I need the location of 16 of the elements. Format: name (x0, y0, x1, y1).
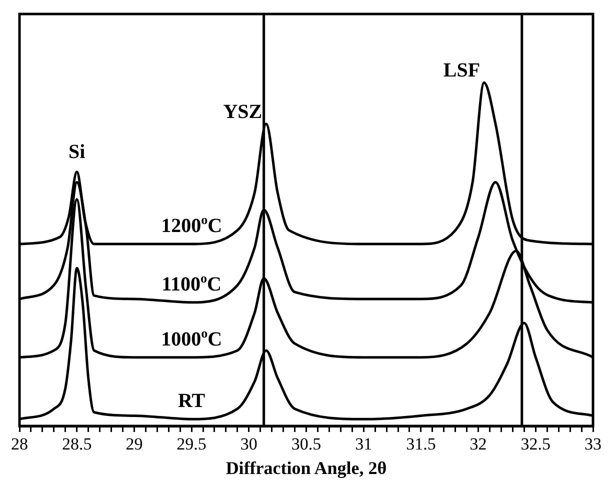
x-tick-label: 30 (240, 434, 258, 454)
x-tick-label: 32 (470, 434, 487, 454)
x-tick-label: 32.5 (520, 434, 551, 454)
x-tick-label: 31 (355, 434, 372, 454)
x-tick-label: 28 (11, 434, 28, 454)
text: LSF (443, 60, 480, 82)
annotation: YSZ (223, 100, 262, 123)
x-tick-label: 28.5 (62, 434, 92, 454)
x-tick-label: 29 (126, 434, 143, 454)
x-tick-label: 33 (584, 434, 602, 454)
x-tick-label: 30.5 (291, 434, 322, 454)
x-tick-label: 29.5 (176, 434, 206, 454)
annotation: Si (68, 140, 86, 163)
x-tick-label: 31.5 (406, 434, 436, 454)
series-label: RT (178, 390, 206, 412)
x-axis-title: Diffraction Angle, 2θ (226, 458, 387, 478)
